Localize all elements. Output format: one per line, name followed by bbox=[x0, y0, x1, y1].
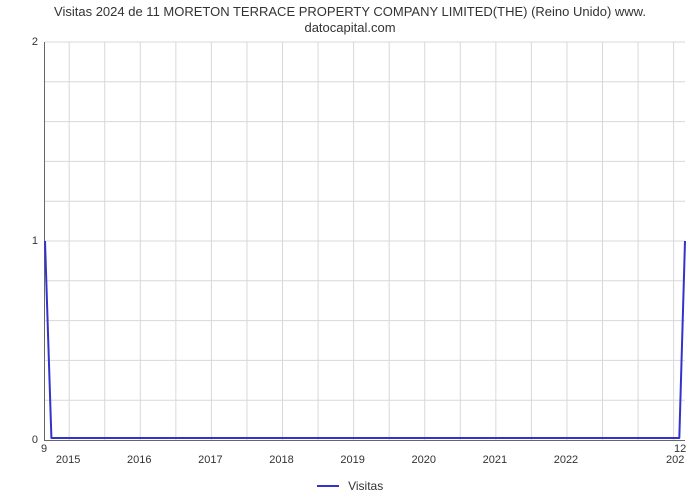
legend-line bbox=[317, 485, 339, 487]
xtick-label: 202 bbox=[666, 454, 696, 466]
ytick-label: 0 bbox=[32, 434, 38, 446]
plot-svg bbox=[45, 42, 685, 440]
ytick-label: 2 bbox=[32, 36, 38, 48]
xtick-label: 2022 bbox=[546, 454, 586, 466]
xtick-label: 2018 bbox=[262, 454, 302, 466]
xtick-label: 2021 bbox=[475, 454, 515, 466]
xtick-label: 2016 bbox=[119, 454, 159, 466]
xtick-label: 2015 bbox=[48, 454, 88, 466]
ytick-label: 1 bbox=[32, 235, 38, 247]
chart-title-line1: Visitas 2024 de 11 MORETON TERRACE PROPE… bbox=[54, 4, 646, 19]
chart-title: Visitas 2024 de 11 MORETON TERRACE PROPE… bbox=[0, 4, 700, 37]
legend: Visitas bbox=[0, 478, 700, 493]
data-point-label: 9 bbox=[41, 443, 47, 455]
xtick-label: 2017 bbox=[190, 454, 230, 466]
legend-text: Visitas bbox=[348, 479, 383, 493]
plot-area bbox=[44, 42, 685, 441]
data-point-label: 12 bbox=[674, 443, 686, 455]
xtick-label: 2019 bbox=[333, 454, 373, 466]
xtick-label: 2020 bbox=[404, 454, 444, 466]
chart-title-line2: datocapital.com bbox=[304, 20, 395, 35]
series-line-visitas bbox=[45, 241, 685, 438]
